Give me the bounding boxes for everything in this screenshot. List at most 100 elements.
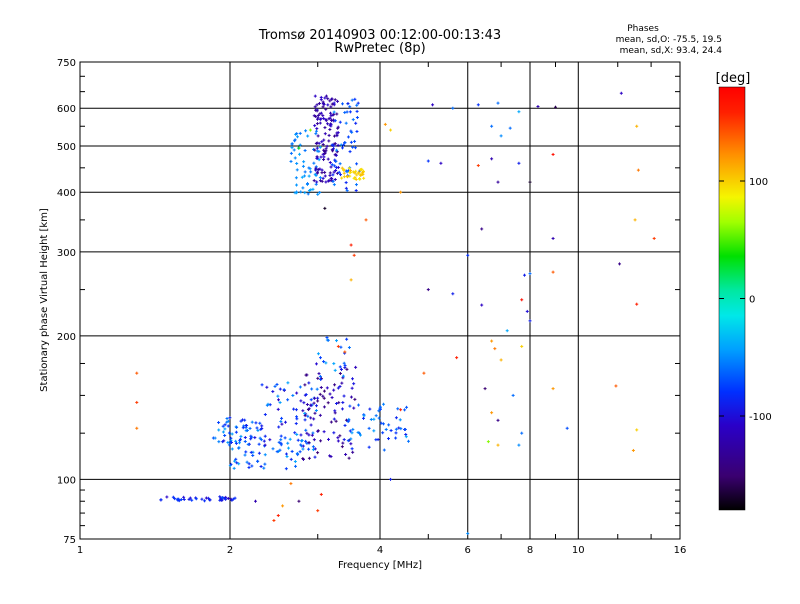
data-point [431, 103, 435, 107]
data-point [295, 433, 299, 437]
data-point [322, 138, 326, 142]
data-point [182, 495, 186, 499]
data-point [325, 144, 329, 148]
data-point [255, 426, 259, 430]
data-point [307, 189, 311, 193]
data-point [336, 344, 340, 348]
data-point [279, 434, 283, 438]
data-point [352, 382, 356, 386]
data-point [333, 142, 337, 146]
data-point [399, 427, 403, 431]
data-point [322, 101, 326, 105]
data-point [247, 466, 251, 470]
data-point [225, 420, 229, 424]
data-point [329, 105, 333, 109]
data-point [619, 91, 623, 95]
data-point [354, 121, 358, 125]
data-point [346, 102, 350, 106]
data-point [333, 177, 337, 181]
data-point [283, 436, 287, 440]
data-point [278, 387, 282, 391]
data-point [320, 140, 324, 144]
data-point [310, 433, 314, 437]
data-point [329, 420, 333, 424]
data-point [294, 176, 298, 180]
data-point [320, 179, 324, 183]
data-point [135, 426, 139, 430]
data-point [635, 124, 639, 128]
data-point [374, 438, 378, 442]
data-point [223, 434, 227, 438]
data-point [259, 438, 263, 442]
data-point [319, 377, 323, 381]
data-point [285, 455, 289, 459]
data-point [342, 175, 346, 179]
data-point [324, 107, 328, 111]
data-point [398, 418, 402, 422]
data-point [301, 456, 305, 460]
data-point [348, 174, 352, 178]
data-point [318, 374, 322, 378]
data-point [227, 431, 231, 435]
data-point [318, 413, 322, 417]
data-point [330, 97, 334, 101]
data-point [316, 396, 320, 400]
points-layer [135, 91, 656, 536]
data-point [331, 173, 335, 177]
data-point [223, 423, 227, 427]
data-point [329, 114, 333, 118]
data-point [314, 129, 318, 133]
data-point [244, 424, 248, 428]
data-point [324, 361, 328, 365]
data-point [326, 122, 330, 126]
data-point [328, 392, 332, 396]
stats-line-x: mean, sd,X: 93.4, 24.4 [620, 46, 723, 56]
data-point [300, 175, 304, 179]
data-point [520, 298, 524, 302]
data-point [315, 387, 319, 391]
data-point [309, 170, 313, 174]
data-point [490, 339, 494, 343]
data-point [355, 129, 359, 133]
data-point [322, 430, 326, 434]
data-point [315, 156, 319, 160]
data-point [319, 95, 323, 99]
data-point [338, 384, 342, 388]
data-point [322, 158, 326, 162]
data-point [336, 386, 340, 390]
data-point [200, 497, 204, 501]
data-point [239, 419, 243, 423]
data-point [523, 273, 527, 277]
data-point [259, 465, 263, 469]
data-point [330, 118, 334, 122]
data-point [233, 496, 237, 500]
data-point [284, 467, 288, 471]
y-tick-label: 300 [57, 248, 76, 259]
data-point [289, 159, 293, 163]
data-point [271, 447, 275, 451]
data-point [280, 416, 284, 420]
data-point [306, 134, 310, 138]
data-point [387, 437, 391, 441]
data-point [348, 429, 352, 433]
data-point [290, 146, 294, 150]
data-point [338, 162, 342, 166]
data-point [260, 424, 264, 428]
data-point [490, 157, 494, 161]
data-point [328, 171, 332, 175]
stats-line-o: mean, sd,O: -75.5, 19.5 [616, 35, 722, 45]
data-point [298, 385, 302, 389]
data-point [329, 455, 333, 459]
y-tick-label: 750 [57, 58, 76, 69]
data-point [353, 97, 357, 101]
data-point [336, 126, 340, 130]
colorbar-label: [deg] [716, 71, 751, 86]
data-point [330, 163, 334, 167]
data-point [316, 376, 320, 380]
data-point [228, 416, 232, 420]
data-point [311, 445, 315, 449]
data-point [334, 419, 338, 423]
data-point [250, 420, 254, 424]
data-point [466, 532, 470, 536]
data-point [327, 139, 331, 143]
